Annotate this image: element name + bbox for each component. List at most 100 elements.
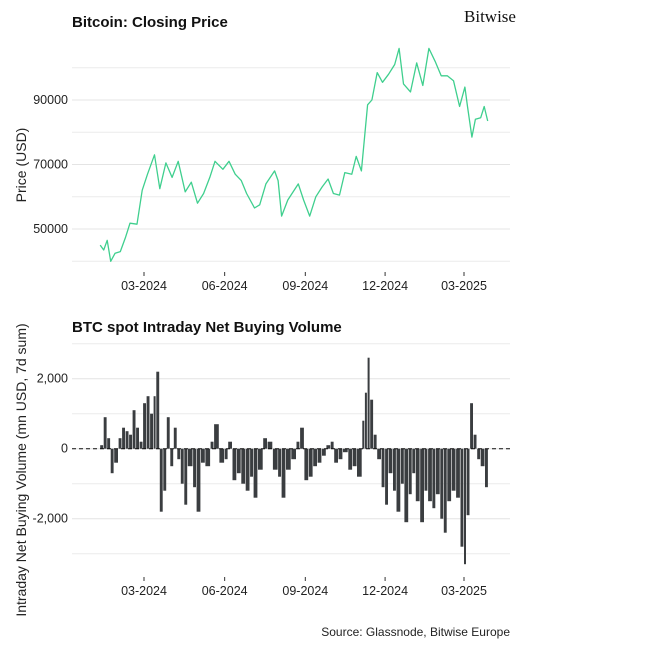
volume-bar	[412, 448, 416, 474]
volume-bar	[435, 448, 440, 495]
volume-bar	[326, 445, 331, 449]
volume-bar	[170, 448, 174, 467]
volume-bar	[241, 448, 246, 484]
volume-bar	[129, 434, 132, 449]
volume-bar	[114, 448, 118, 463]
x-tick-label: 06-2024	[202, 279, 248, 293]
y-tick-label: 0	[61, 442, 68, 456]
volume-bar	[432, 448, 436, 509]
x-tick-label: 09-2024	[282, 584, 328, 598]
volume-bar	[136, 427, 139, 449]
volume-bar	[224, 448, 228, 460]
volume-bar	[381, 448, 385, 488]
volume-bar	[362, 420, 365, 449]
volume-bar	[308, 448, 313, 477]
volume-bar	[258, 448, 263, 470]
volume-bar	[364, 392, 367, 449]
volume-bar	[132, 410, 136, 449]
volume-bar	[205, 448, 211, 467]
volume-bar	[180, 448, 184, 484]
volume-bar	[110, 448, 114, 474]
volume-y-axis-label: Intraday Net Buying Volume (mn USD, 7d s…	[13, 323, 29, 616]
volume-bar	[400, 448, 404, 484]
volume-bar	[245, 448, 250, 491]
volume-bar	[367, 357, 370, 449]
volume-bar	[377, 448, 381, 460]
x-tick-label: 03-2024	[121, 279, 167, 293]
volume-bar	[219, 448, 225, 463]
volume-bar	[404, 448, 409, 523]
volume-bar	[424, 448, 428, 491]
volume-bar	[263, 438, 267, 449]
volume-bar	[210, 441, 214, 449]
volume-bar	[143, 403, 146, 449]
volume-bar	[396, 448, 401, 512]
volume-bar	[357, 448, 362, 477]
volume-bar	[291, 448, 296, 460]
volume-chart-title: BTC spot Intraday Net Buying Volume	[72, 319, 342, 336]
volume-bar	[296, 441, 300, 449]
volume-bar	[187, 448, 193, 467]
x-tick-label: 03-2024	[121, 584, 167, 598]
volume-bar	[373, 434, 377, 449]
volume-bar	[250, 448, 253, 477]
volume-bar	[300, 427, 304, 449]
volume-bar	[150, 413, 153, 449]
volume-bar	[177, 448, 181, 460]
volume-bar	[163, 448, 167, 491]
volume-bar	[464, 448, 466, 565]
volume-bar	[473, 434, 477, 449]
volume-bar	[156, 371, 160, 449]
y-tick-label: 70000	[33, 158, 68, 172]
volume-bar	[460, 448, 464, 547]
volume-bar	[304, 448, 309, 481]
volume-bar	[443, 448, 447, 533]
volume-bar	[334, 448, 338, 463]
volume-bar	[173, 427, 177, 449]
x-tick-label: 09-2024	[282, 279, 328, 293]
volume-bar	[330, 441, 334, 449]
volume-bar	[118, 438, 122, 449]
volume-bar	[193, 448, 196, 488]
x-tick-label: 03-2025	[441, 584, 487, 598]
volume-bar	[385, 448, 388, 505]
volume-bar	[317, 448, 322, 463]
volume-bar	[201, 448, 205, 463]
volume-bar	[322, 448, 326, 456]
volume-bar	[281, 448, 286, 498]
volume-bar	[451, 448, 456, 491]
x-tick-label: 12-2024	[362, 279, 408, 293]
volume-bar	[159, 448, 163, 512]
bitwise-logo: Bitwise	[464, 7, 516, 26]
volume-bar	[370, 399, 374, 449]
volume-bar	[267, 441, 273, 449]
volume-bar	[253, 448, 258, 498]
y-tick-label: -2,000	[33, 512, 68, 526]
volume-bar	[107, 438, 111, 449]
volume-bar	[428, 448, 432, 502]
volume-bar	[388, 448, 393, 474]
volume-bar	[125, 431, 129, 449]
source-note: Source: Glassnode, Bitwise Europe	[321, 625, 510, 639]
volume-bar	[352, 448, 357, 467]
volume-bar	[139, 441, 143, 449]
volume-bar	[466, 448, 470, 516]
volume-bar	[393, 448, 396, 491]
price-chart-title: Bitcoin: Closing Price	[72, 14, 228, 31]
volume-bar	[480, 448, 485, 467]
volume-bar	[228, 441, 232, 449]
volume-bar	[103, 417, 107, 449]
volume-bar	[348, 448, 353, 470]
y-tick-label: 2,000	[37, 372, 68, 386]
volume-bar	[196, 448, 201, 512]
volume-bar	[100, 445, 104, 449]
volume-bar	[122, 427, 125, 449]
volume-bar	[420, 448, 424, 523]
y-tick-label: 50000	[33, 222, 68, 236]
volume-bar	[236, 448, 241, 474]
price-y-axis-label: Price (USD)	[13, 128, 29, 203]
volume-bar	[278, 448, 281, 477]
volume-bar	[447, 448, 452, 502]
